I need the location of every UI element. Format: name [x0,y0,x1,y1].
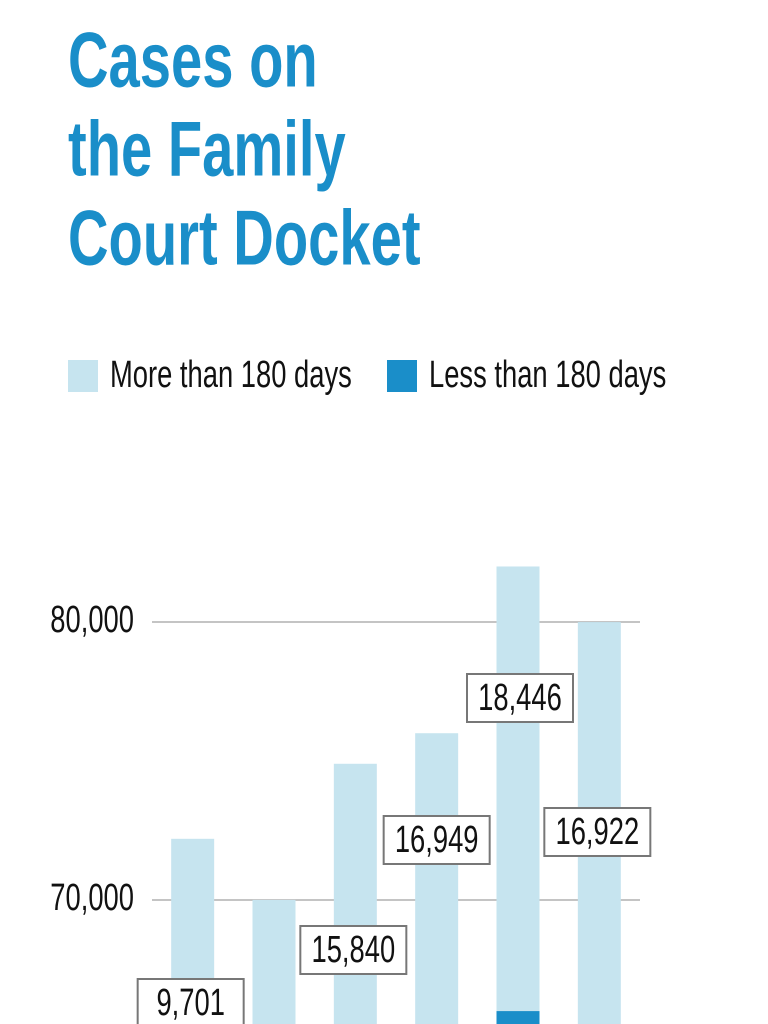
legend-label: More than 180 days [110,354,352,396]
y-tick-label: 70,000 [50,877,134,919]
legend-label: Less than 180 days [429,354,666,396]
annotation-box [382,815,491,865]
annotation-box [543,807,652,857]
bar [252,899,296,1024]
legend-swatch [68,360,98,392]
legend-swatch [387,360,417,392]
bar [496,1011,540,1024]
annotation-box [299,925,408,975]
annotation: 16,922 [555,811,639,853]
y-tick-label: 80,000 [50,599,134,641]
chart-title: Court Docket [68,195,421,282]
annotation: 15,840 [311,929,395,971]
chart-title: the Family [68,106,346,193]
bar [496,566,540,1024]
bar [415,733,459,1024]
annotation-box [466,673,574,723]
chart-title: Cases on [68,17,318,104]
annotation: 18,446 [478,677,562,719]
annotation: 9,701 [156,982,224,1024]
annotation-box [136,978,245,1024]
annotation: 16,949 [395,819,479,861]
bar [333,763,377,1024]
